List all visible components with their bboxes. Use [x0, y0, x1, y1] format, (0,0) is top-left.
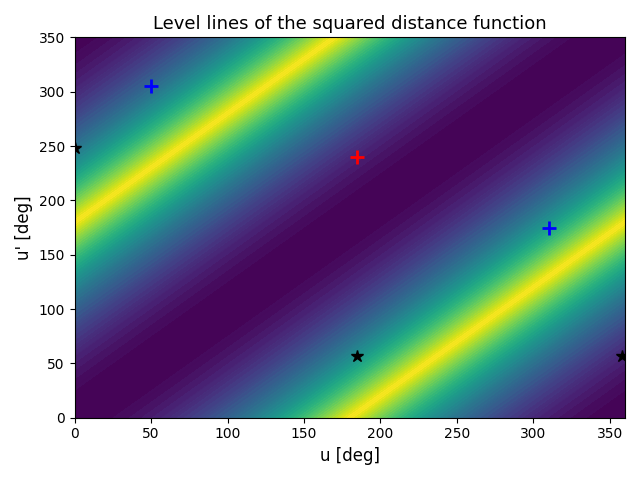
Title: Level lines of the squared distance function: Level lines of the squared distance func… — [153, 15, 547, 33]
Y-axis label: u' [deg]: u' [deg] — [15, 195, 33, 260]
X-axis label: u [deg]: u [deg] — [320, 447, 380, 465]
